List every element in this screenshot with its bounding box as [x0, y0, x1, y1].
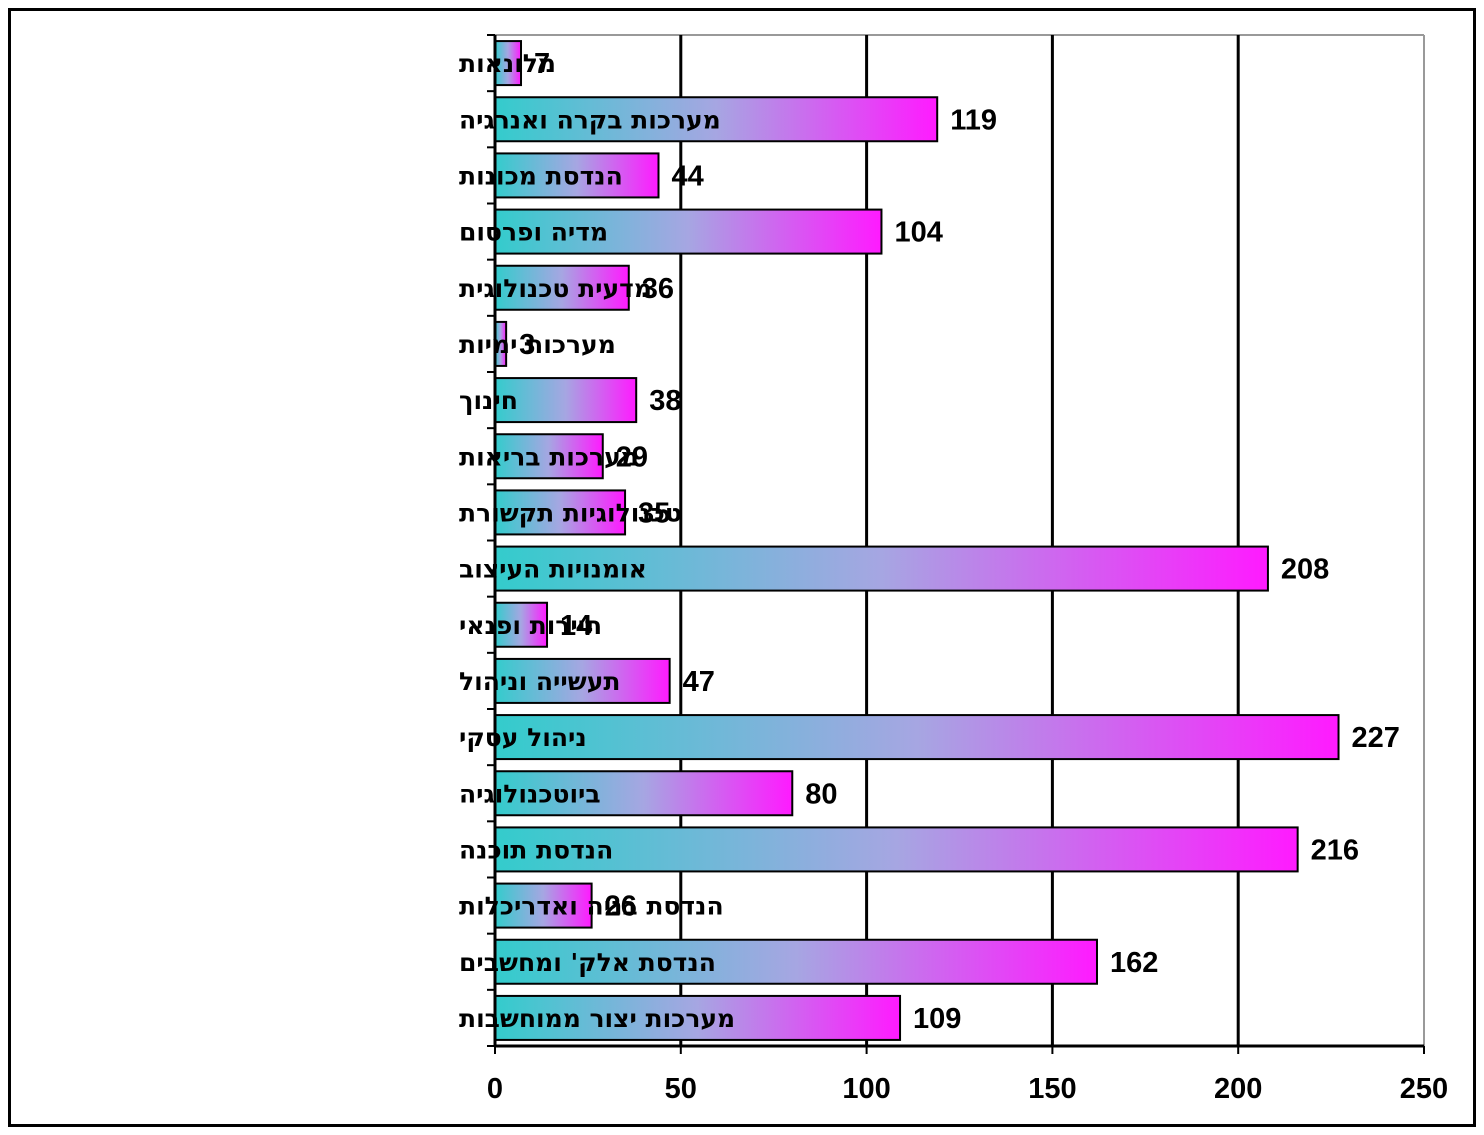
- value-label: 44: [672, 160, 704, 192]
- bar: [494, 714, 1340, 761]
- bars: [494, 40, 1340, 1041]
- bar: [494, 657, 671, 704]
- value-label: 14: [560, 610, 592, 642]
- category-label: מערכות ימיות: [459, 330, 616, 359]
- category-label: הנדסת תוכנה: [459, 835, 613, 864]
- value-label: 36: [642, 273, 674, 305]
- bar: [494, 96, 939, 143]
- bar: [494, 545, 1269, 592]
- bar: [494, 601, 549, 648]
- category-label: חינוך: [459, 386, 518, 415]
- category-label: מערכות יצור ממוחשבות: [459, 1004, 735, 1033]
- category-label: אומנויות העיצוב: [459, 555, 647, 584]
- bar: [494, 994, 902, 1041]
- value-label: 162: [1110, 947, 1158, 979]
- bar: [494, 152, 660, 199]
- value-label: 104: [894, 217, 942, 249]
- value-label: 38: [649, 385, 681, 417]
- value-label: 109: [913, 1003, 961, 1035]
- category-label: הנדסת בניה ואדריכלות: [459, 892, 724, 921]
- value-label: 35: [638, 497, 670, 529]
- x-tick-label: 0: [487, 1073, 503, 1105]
- value-label: 227: [1352, 722, 1400, 754]
- category-label: מערכות בריאות: [459, 442, 639, 471]
- bar: [494, 377, 638, 424]
- bar: [494, 826, 1299, 873]
- bar: [494, 208, 883, 255]
- bar: [494, 489, 627, 536]
- axes: [487, 34, 1425, 1054]
- category-label: תיירות ופנאי: [459, 611, 602, 640]
- x-tick-label: 250: [1400, 1073, 1448, 1105]
- bar: [494, 770, 794, 817]
- category-label: מדיה ופרסום: [459, 218, 608, 247]
- category-label: מערכות בקרה ואנרגיה: [459, 105, 721, 134]
- bar: [494, 938, 1098, 985]
- category-label: טכנולוגיות תקשורת: [459, 498, 682, 527]
- category-label: ביוטכנולוגיה: [459, 779, 601, 808]
- category-label: ניהול עסקי: [459, 723, 587, 752]
- value-label: 216: [1311, 834, 1359, 866]
- x-tick-label: 150: [1028, 1073, 1076, 1105]
- value-label: 3: [519, 329, 535, 361]
- category-label: מלונאות: [459, 49, 556, 78]
- value-label: 119: [950, 104, 997, 136]
- value-label: 208: [1281, 554, 1329, 586]
- category-label: תעשייה וניהול: [459, 667, 620, 696]
- x-tick-label: 100: [842, 1073, 890, 1105]
- category-label: מדעית טכנולוגית: [459, 274, 652, 303]
- x-tick-labels: 0 50 100 150 200 250: [487, 1073, 1448, 1105]
- category-label: הנדסת מכונות: [459, 161, 623, 190]
- category-label: הנדסת אלק' ומחשבים: [459, 948, 716, 977]
- value-label: 80: [805, 778, 837, 810]
- value-label: 47: [683, 666, 715, 698]
- x-tick-label: 50: [665, 1073, 697, 1105]
- plot-area: [495, 34, 1425, 1046]
- bar: [494, 882, 593, 929]
- bar: [494, 264, 630, 311]
- value-label: 29: [616, 441, 648, 473]
- category-labels: מלונאות מערכות בקרה ואנרגיה הנדסת מכונות מד…: [459, 49, 735, 1033]
- x-tick-label: 200: [1214, 1073, 1262, 1105]
- gridlines: [679, 35, 1240, 1046]
- value-label: 26: [605, 891, 637, 923]
- value-label: 7: [534, 48, 550, 80]
